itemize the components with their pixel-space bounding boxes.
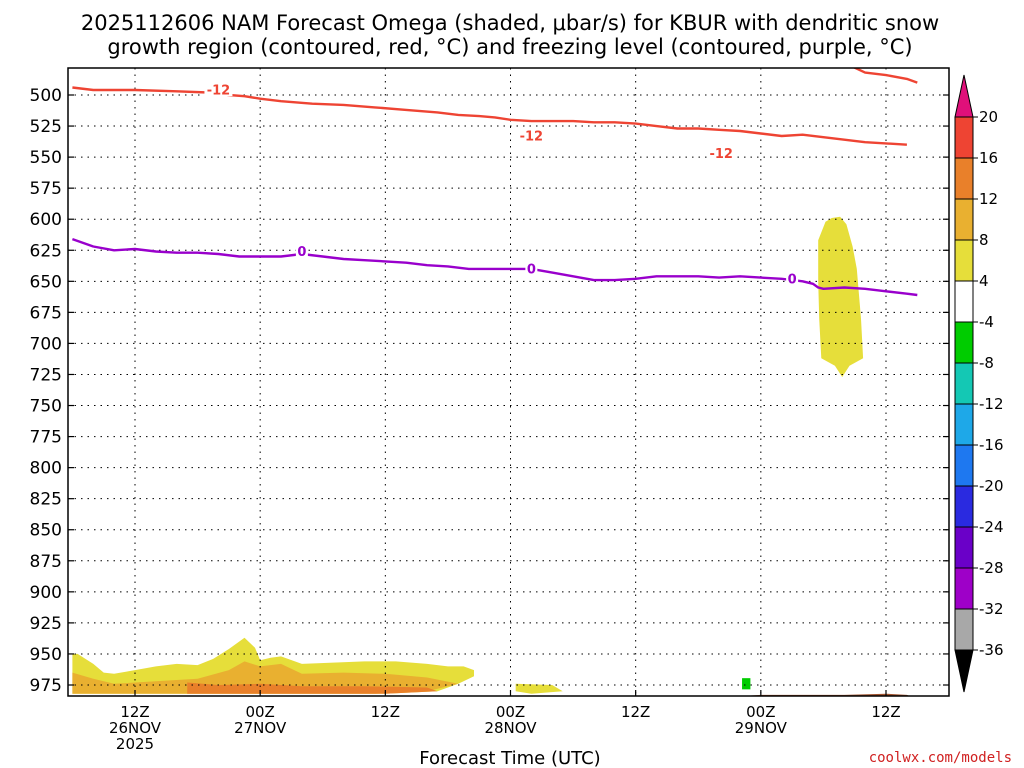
contour-line-0 [72, 86, 907, 146]
colorbar-bin--32--28 [954, 567, 974, 610]
contour-label-3-0: 0 [297, 245, 306, 260]
colorbar-label--20: -20 [979, 477, 1004, 495]
omega-region-8-to-12-2 [72, 661, 459, 694]
colorbar-bin-4-8 [954, 239, 974, 282]
colorbar-label-16: 16 [979, 149, 998, 167]
colorbar-label--12: -12 [979, 395, 1004, 413]
omega-region-4-to-8-4 [515, 683, 563, 694]
colorbar-bin-16-20 [954, 116, 974, 159]
grid-layer [68, 68, 949, 696]
colorbar-arrow-top [954, 74, 974, 118]
ytick-label-525: 525 [30, 117, 62, 137]
colorbar-label--32: -32 [979, 600, 1004, 618]
colorbar-bin-12-16 [954, 157, 974, 200]
ytick-label-975: 975 [30, 676, 62, 696]
colorbar-label--28: -28 [979, 559, 1004, 577]
ytick-label-600: 600 [30, 210, 62, 230]
contour-label-0-0: -12 [207, 84, 231, 99]
contour-label-bg-0-0 [204, 82, 233, 97]
contour-label-bg-3-0 [295, 243, 308, 258]
colorbar-bin--24--20 [954, 485, 974, 528]
colorbar-label-4: 4 [979, 272, 989, 290]
credit-text: coolwx.com/models [869, 750, 1012, 766]
xtick-label-72-0: 00Z [746, 703, 775, 721]
xtick-label-24-0: 00Z [245, 703, 274, 721]
chart-title-line2: growth region (contoured, red, °C) and f… [107, 35, 912, 59]
xtick-label-60-0: 12Z [621, 703, 650, 721]
plot-area [68, 68, 949, 696]
y-axis-ticks: 500 525 550 575 600 625 650 675 700 725 750 775 800 8… [30, 86, 949, 696]
colorbar-bin--4-4 [954, 280, 974, 323]
ytick-label-900: 900 [30, 583, 62, 603]
ytick-label-800: 800 [30, 459, 62, 479]
colorbar-label--24: -24 [979, 518, 1004, 536]
xtick-label-48-1: 28NOV [484, 719, 537, 737]
omega-shading-layer [72, 216, 864, 694]
colorbar-arrow-bottom [954, 649, 974, 693]
ytick-label-575: 575 [30, 179, 62, 199]
contour-label-3-1: 0 [527, 262, 536, 277]
ytick-label-850: 850 [30, 521, 62, 541]
contour-label-bg-3-2 [786, 270, 799, 285]
ytick-label-675: 675 [30, 303, 62, 323]
colorbar-bin-8-12 [954, 198, 974, 241]
contour-label-0-1: -12 [520, 129, 544, 144]
colorbar-bin--36--32 [954, 608, 974, 651]
omega-region-4-to-8-0 [818, 216, 864, 377]
ytick-label-925: 925 [30, 614, 62, 634]
contour-line-2 [852, 68, 918, 84]
ytick-label-775: 775 [30, 428, 62, 448]
ytick-label-875: 875 [30, 552, 62, 572]
contour-label-layer: -12 -12 -12 0 0 0 [204, 82, 799, 287]
ytick-label-825: 825 [30, 490, 62, 510]
ytick-label-625: 625 [30, 241, 62, 261]
chart-title-line1: 2025112606 NAM Forecast Omega (shaded, μ… [81, 11, 939, 35]
plot-frame [67, 67, 950, 697]
colorbar-bin--12--8 [954, 362, 974, 405]
xtick-label-84-0: 12Z [871, 703, 900, 721]
contour-line-1 [511, 68, 532, 69]
colorbar-bin--8--4 [954, 321, 974, 364]
ytick-label-500: 500 [30, 86, 62, 106]
contour-layer [71, 68, 918, 297]
xtick-label-24-1: 27NOV [234, 719, 287, 737]
xtick-label-48-0: 00Z [496, 703, 525, 721]
ytick-label-700: 700 [30, 334, 62, 354]
ytick-label-725: 725 [30, 365, 62, 385]
contour-label-0-2: -12 [709, 147, 733, 162]
contour-label-bg-0-2 [707, 145, 736, 160]
xtick-label-12-1: 26NOV [109, 719, 162, 737]
ytick-label-550: 550 [30, 148, 62, 168]
xtick-label-12-0: 12Z [120, 703, 149, 721]
colorbar: 20 16 12 8 4 -4 -8 -12 -16 -20 -24 -28 -32 -36 [954, 74, 1004, 693]
xtick-label-12-2: 2025 [116, 735, 154, 753]
x-axis-label: Forecast Time (UTC) [419, 748, 600, 768]
ytick-label-650: 650 [30, 272, 62, 292]
contour-line-3 [71, 237, 918, 297]
omega-cell-0 [742, 678, 751, 690]
colorbar-label--16: -16 [979, 436, 1004, 454]
xtick-label-36-0: 12Z [371, 703, 400, 721]
contour-label-bg-3-1 [525, 260, 538, 275]
colorbar-label--36: -36 [979, 641, 1004, 659]
colorbar-label-12: 12 [979, 190, 998, 208]
ytick-label-750: 750 [30, 397, 62, 417]
colorbar-bin--20--16 [954, 444, 974, 487]
colorbar-label--8: -8 [979, 354, 994, 372]
colorbar-label-20: 20 [979, 108, 998, 126]
ytick-label-950: 950 [30, 645, 62, 665]
colorbar-bin--28--24 [954, 526, 974, 569]
contour-label-bg-0-1 [517, 127, 546, 142]
colorbar-label-8: 8 [979, 231, 989, 249]
omega-region-12-to-16-3 [187, 682, 438, 694]
contour-label-3-2: 0 [788, 272, 797, 287]
colorbar-bin--16--12 [954, 403, 974, 446]
xtick-label-72-1: 29NOV [735, 719, 788, 737]
colorbar-label--4: -4 [979, 313, 994, 331]
